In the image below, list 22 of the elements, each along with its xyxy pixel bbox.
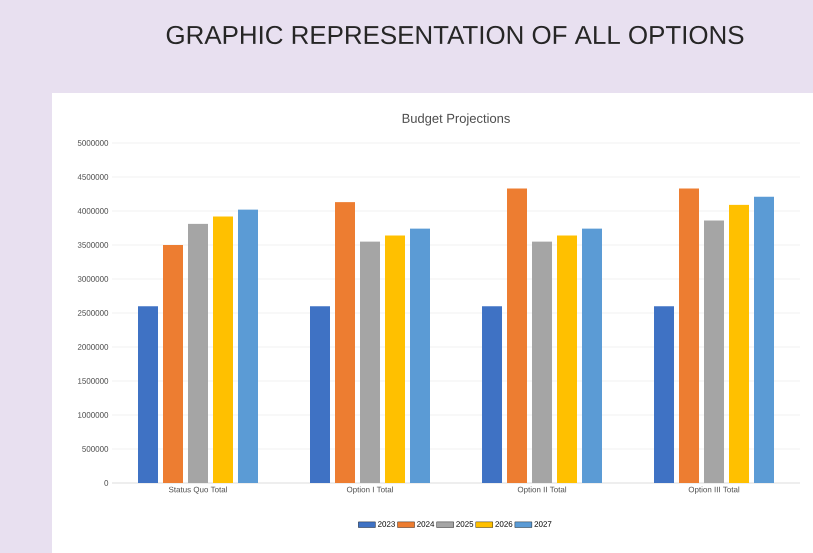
bar [188, 224, 208, 483]
bar [310, 306, 330, 483]
bar [213, 216, 233, 483]
bar [482, 306, 502, 483]
bar [679, 188, 700, 483]
bar [532, 242, 552, 483]
bar [654, 306, 674, 483]
chart-title: GRAPHIC REPRESENTATION OF ALL OPTIONS [166, 26, 744, 44]
bar [163, 245, 183, 483]
chart-subtitle: Budget Projections [402, 113, 510, 126]
bar [385, 235, 406, 483]
bar [360, 242, 380, 483]
bar [754, 196, 774, 483]
bar [729, 204, 750, 483]
bar [582, 228, 602, 483]
bar [557, 235, 578, 483]
bar [704, 220, 724, 483]
bar [138, 306, 158, 483]
bar [238, 210, 258, 483]
bar [410, 228, 430, 483]
bar [335, 202, 355, 483]
bar [507, 188, 528, 483]
